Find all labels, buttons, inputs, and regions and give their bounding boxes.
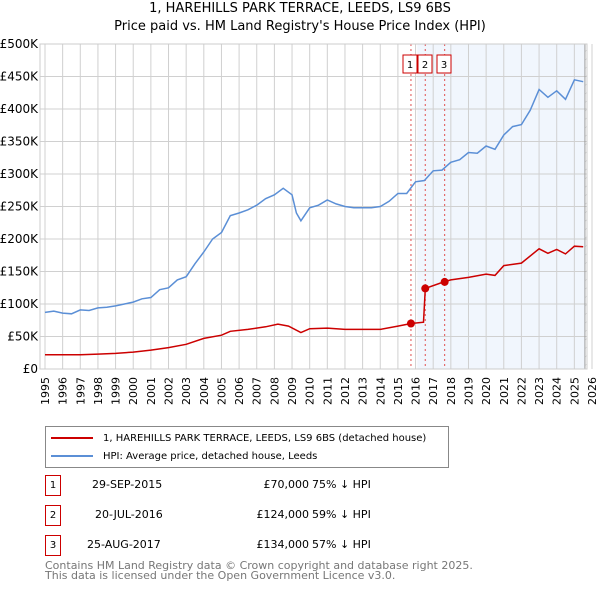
y-tick-label: £450K bbox=[0, 70, 39, 84]
blue-line-swatch bbox=[51, 455, 93, 457]
x-tick-label: 2000 bbox=[127, 377, 140, 405]
x-tick-label: 2026 bbox=[586, 377, 599, 405]
y-tick-label: £250K bbox=[0, 200, 39, 214]
sale-label-box bbox=[417, 54, 433, 74]
sale-row: 2 20-JUL-2016 £124,000 59% ↓ HPI bbox=[45, 505, 445, 526]
x-tick-label: 1996 bbox=[57, 377, 70, 405]
y-tick-label: £400K bbox=[0, 102, 39, 116]
sale-date: 20-JUL-2016 bbox=[95, 508, 163, 521]
sale-row: 3 25-AUG-2017 £134,000 57% ↓ HPI bbox=[45, 535, 445, 556]
sale-hpi-diff: 75% ↓ HPI bbox=[312, 478, 371, 491]
x-tick-label: 2021 bbox=[498, 377, 511, 405]
x-tick-label: 2010 bbox=[304, 377, 317, 405]
x-tick-label: 2019 bbox=[462, 377, 475, 405]
x-tick-label: 2014 bbox=[374, 377, 387, 405]
sale-price: £124,000 bbox=[256, 508, 310, 521]
subtitle-line: Price paid vs. HM Land Registry's House … bbox=[114, 19, 486, 34]
sale-label: 1 bbox=[407, 60, 413, 71]
price-chart: 1995 1996 1997 1998 1999 2000 2001 2002 2003 2004… bbox=[0, 37, 599, 405]
x-tick-label: 2008 bbox=[268, 377, 281, 405]
sale-date: 25-AUG-2017 bbox=[87, 538, 161, 551]
sale-marker bbox=[421, 284, 430, 293]
y-tick-label: £50K bbox=[7, 330, 39, 344]
sale-label: 2 bbox=[422, 60, 428, 71]
red-line-swatch bbox=[51, 437, 93, 439]
x-tick-label: 2017 bbox=[427, 377, 440, 405]
x-tick-label: 1998 bbox=[92, 377, 105, 405]
sale-marker bbox=[440, 277, 449, 286]
y-tick-label: £150K bbox=[0, 265, 39, 279]
x-tick-label: 2012 bbox=[339, 377, 352, 405]
x-tick-label: 2016 bbox=[410, 377, 423, 405]
x-tick-label: 1997 bbox=[74, 377, 87, 405]
y-tick-label: £500K bbox=[0, 37, 39, 51]
hpi-series-line bbox=[44, 78, 584, 315]
footer-line-1: Contains HM Land Registry data © Crown c… bbox=[45, 559, 473, 572]
x-tick-label: 2011 bbox=[321, 377, 334, 405]
legend-red-label: 1, HAREHILLS PARK TERRACE, LEEDS, LS9 6B… bbox=[103, 432, 427, 444]
y-tick-label: £300K bbox=[0, 167, 39, 181]
sale-label-box bbox=[402, 54, 418, 74]
x-tick-label: 1995 bbox=[39, 377, 52, 405]
sale-row: 1 29-SEP-2015 £70,000 75% ↓ HPI bbox=[45, 475, 445, 496]
x-tick-label: 2007 bbox=[251, 377, 264, 405]
plot-border bbox=[39, 43, 588, 370]
y-tick-label: £100K bbox=[0, 297, 39, 311]
x-tick-label: 2002 bbox=[163, 377, 176, 405]
sale-number-badge: 1 bbox=[45, 475, 61, 496]
x-tick-label: 2009 bbox=[286, 377, 299, 405]
footer: Contains HM Land Registry data © Crown c… bbox=[45, 559, 473, 582]
sale-date: 29-SEP-2015 bbox=[92, 478, 163, 491]
price-paid-series-line bbox=[45, 245, 584, 356]
x-tick-label: 2006 bbox=[233, 377, 246, 405]
sale-marker bbox=[406, 319, 415, 328]
y-tick-label: £0 bbox=[23, 362, 38, 376]
footer-line-2: This data is licensed under the Open Gov… bbox=[45, 569, 396, 582]
sale-number-badge: 3 bbox=[45, 535, 61, 556]
chart-title: 1, HAREHILLS PARK TERRACE, LEEDS, LS9 6B… bbox=[0, 0, 600, 36]
sale-label-box bbox=[436, 54, 452, 74]
x-tick-label: 2004 bbox=[198, 377, 211, 405]
x-tick-label: 2015 bbox=[392, 377, 405, 405]
x-tick-label: 1999 bbox=[110, 377, 123, 405]
legend: 1, HAREHILLS PARK TERRACE, LEEDS, LS9 6B… bbox=[45, 426, 449, 468]
y-tick-label: £200K bbox=[0, 232, 39, 246]
x-tick-label: 2003 bbox=[180, 377, 193, 405]
sale-number-badge: 2 bbox=[45, 505, 61, 526]
sale-hpi-diff: 57% ↓ HPI bbox=[312, 538, 371, 551]
x-tick-label: 2024 bbox=[551, 377, 564, 405]
legend-blue-label: HPI: Average price, detached house, Leed… bbox=[103, 450, 318, 462]
x-tick-label: 2020 bbox=[480, 377, 493, 405]
x-tick-label: 2022 bbox=[515, 377, 528, 405]
sale-hpi-diff: 59% ↓ HPI bbox=[312, 508, 371, 521]
x-tick-label: 2005 bbox=[215, 377, 228, 405]
x-tick-label: 2023 bbox=[533, 377, 546, 405]
sale-label: 3 bbox=[441, 60, 447, 71]
y-tick-label: £350K bbox=[0, 135, 39, 149]
x-tick-label: 2013 bbox=[357, 377, 370, 405]
sale-price: £134,000 bbox=[256, 538, 310, 551]
x-tick-label: 2001 bbox=[145, 377, 158, 405]
title-line: 1, HAREHILLS PARK TERRACE, LEEDS, LS9 6B… bbox=[149, 1, 451, 16]
x-tick-label: 2025 bbox=[568, 377, 581, 405]
x-tick-label: 2018 bbox=[445, 377, 458, 405]
sale-price: £70,000 bbox=[263, 478, 310, 491]
